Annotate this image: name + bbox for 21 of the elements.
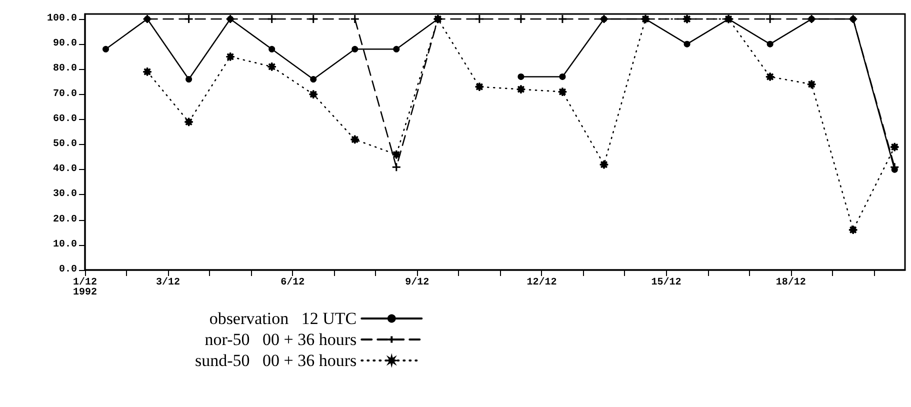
x-tick-label: 18/12	[776, 276, 806, 288]
x-tick-label: 12/12	[526, 276, 557, 288]
x-tick-label: 15/12	[651, 276, 682, 288]
x-tick-label: 3/12	[156, 276, 180, 288]
x-tick-label: 9/12	[405, 276, 430, 288]
y-tick-label: 40.0	[52, 164, 77, 176]
y-tick-label: 70.0	[52, 88, 77, 100]
y-tick-label: 100.0	[46, 14, 77, 25]
y-tick-label: 60.0	[52, 114, 77, 125]
y-tick-label: 20.0	[52, 214, 77, 226]
legend-label: observation 12 UTC	[209, 309, 357, 328]
legend-label: nor-50 00 + 36 hours	[204, 330, 357, 349]
y-tick-label: 50.0	[52, 139, 77, 150]
x-tick-label: 6/12	[280, 276, 305, 288]
y-tick-label: 0.0	[58, 264, 77, 276]
y-tick-label: 80.0	[52, 64, 77, 75]
legend-label: sund-50 00 + 36 hours	[194, 351, 357, 370]
y-tick-label: 90.0	[52, 38, 77, 50]
y-tick-label: 10.0	[52, 239, 77, 250]
x-tick-label: 1/12 1992	[72, 276, 98, 298]
y-tick-label: 30.0	[52, 189, 77, 200]
